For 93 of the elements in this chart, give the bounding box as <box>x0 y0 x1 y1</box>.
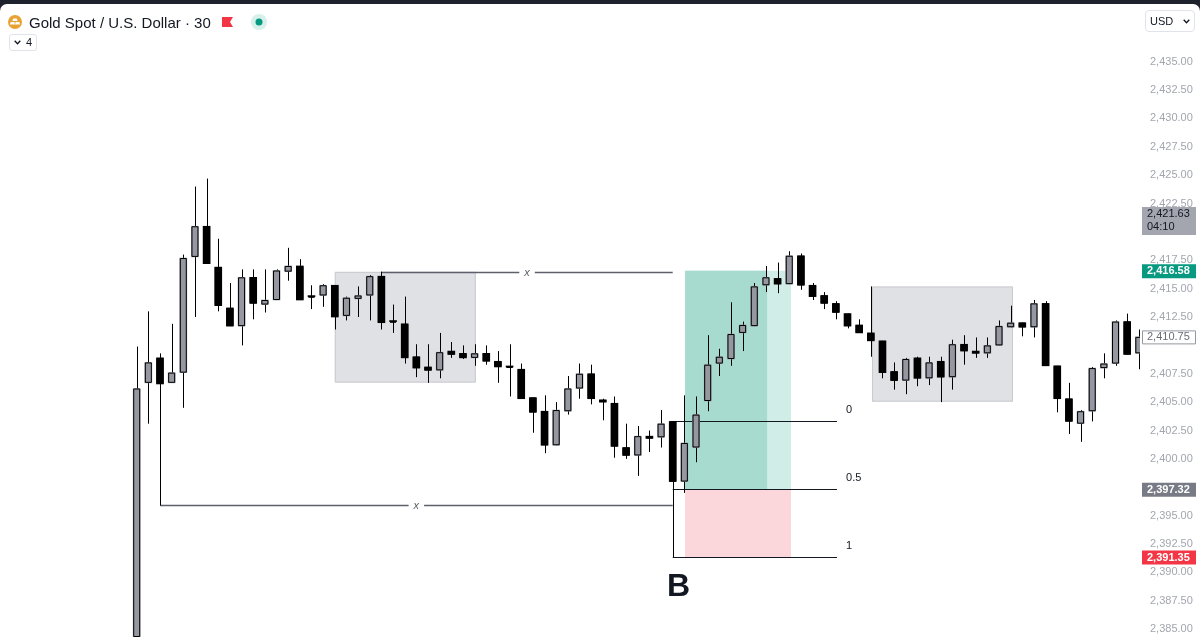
candlestick <box>703 334 712 412</box>
candlestick <box>1030 299 1038 338</box>
candlestick <box>622 423 630 460</box>
candlestick <box>424 343 432 384</box>
candlestick <box>237 268 246 346</box>
candlestick <box>365 274 374 321</box>
candlestick <box>412 343 421 378</box>
candlestick <box>668 420 677 558</box>
y-tick-label: 2,387.50 <box>1150 593 1193 606</box>
candlestick <box>936 356 945 403</box>
candlestick <box>1065 382 1073 435</box>
text: 2,391.35 <box>1147 550 1190 563</box>
candlestick <box>167 323 176 384</box>
candlestick <box>901 357 910 395</box>
y-tick-label: 2,417.50 <box>1150 253 1193 266</box>
candlestick <box>983 336 992 359</box>
y-tick-label: 2,427.50 <box>1150 139 1193 152</box>
candlestick <box>1111 319 1120 367</box>
y-tick-label: 2,422.50 <box>1150 196 1193 209</box>
candlestick <box>1041 300 1050 367</box>
candlestick <box>715 348 724 377</box>
candlestick <box>330 284 339 331</box>
candlestick <box>645 429 654 453</box>
text: 2,416.58 <box>1147 264 1190 277</box>
candlestick <box>261 268 269 313</box>
y-tick-label: 2,412.50 <box>1150 310 1193 323</box>
candlestick <box>925 356 933 386</box>
candlestick <box>132 346 141 637</box>
candlestick <box>482 344 491 366</box>
candlestick <box>913 356 922 387</box>
candlestick <box>866 285 875 358</box>
text: Gold Spot / U.S. Dollar · 30 <box>29 13 211 31</box>
candlestick <box>319 283 327 308</box>
candlestick <box>296 258 304 301</box>
candlestick <box>540 394 549 454</box>
y-tick-label: 2,407.50 <box>1150 366 1193 379</box>
y-tick-label: 2,425.00 <box>1150 168 1193 181</box>
y-tick-label: 2,395.00 <box>1150 508 1193 521</box>
candlestick <box>971 336 980 359</box>
y-tick-label: 2,432.50 <box>1150 83 1193 96</box>
candlestick <box>564 375 572 416</box>
candlestick <box>575 363 584 400</box>
candlestick <box>773 262 782 294</box>
candlestick <box>400 296 409 365</box>
candlestick <box>1100 352 1108 379</box>
candlestick <box>657 409 665 449</box>
candlestick <box>435 332 444 379</box>
annotation: B <box>666 566 691 603</box>
candlestick <box>144 310 153 425</box>
candlestick <box>1006 305 1015 328</box>
candlestick <box>692 395 700 463</box>
candlestick <box>762 265 770 293</box>
y-tick-label: 2,385.00 <box>1150 622 1193 635</box>
text: 04:10 <box>1147 220 1175 233</box>
ref-line-label: x <box>412 498 420 511</box>
annotation: 0 <box>846 402 853 415</box>
y-tick-label: 2,400.00 <box>1150 451 1193 464</box>
candlestick <box>995 319 1003 346</box>
y-tick-label: 2,392.50 <box>1150 536 1193 549</box>
candlestick <box>354 285 362 318</box>
candlestick <box>832 300 840 320</box>
text: 2,421.63 <box>1147 207 1190 220</box>
candlestick <box>960 334 968 366</box>
y-tick-label: 2,415.00 <box>1150 281 1193 294</box>
annotation: 1 <box>846 538 853 551</box>
text: 4 <box>26 36 33 49</box>
candlestick <box>470 343 479 367</box>
candlestick <box>633 425 642 477</box>
y-tick-label: 2,435.00 <box>1150 54 1193 67</box>
candlestick <box>598 398 607 421</box>
y-tick-label: 2,405.00 <box>1150 395 1193 408</box>
candlestick <box>1076 409 1085 443</box>
candlestick <box>494 350 502 384</box>
candlestick <box>191 186 199 318</box>
candlestick <box>284 247 293 282</box>
candlestick <box>272 268 281 301</box>
ref-line-label: x <box>523 265 531 278</box>
candlestick <box>202 178 211 265</box>
text: 2,397.32 <box>1147 482 1190 495</box>
candlestick <box>727 301 735 367</box>
text: 2,410.75 <box>1147 330 1190 343</box>
candlestick <box>342 296 351 321</box>
text: USD <box>1150 14 1174 28</box>
candlestick <box>797 252 805 291</box>
candlestick <box>890 361 898 391</box>
y-tick-label: 2,390.00 <box>1150 565 1193 578</box>
candlestick <box>738 321 747 352</box>
y-tick-label: 2,430.00 <box>1150 111 1193 124</box>
candlestick <box>529 397 537 434</box>
candlestick <box>226 282 234 327</box>
y-tick-label: 2,402.50 <box>1150 423 1193 436</box>
annotation: 0.5 <box>846 470 862 483</box>
candlestick <box>156 352 164 506</box>
